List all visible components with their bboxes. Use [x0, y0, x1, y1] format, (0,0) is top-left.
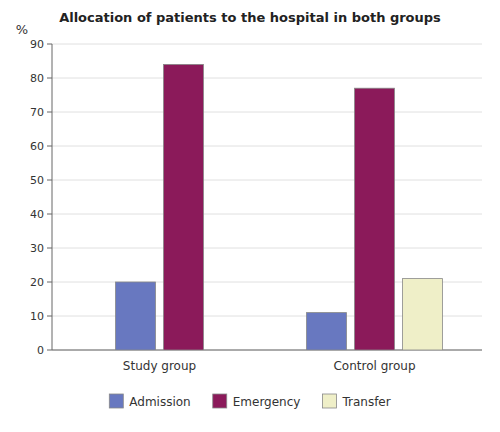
bar [164, 64, 204, 350]
bar [403, 279, 443, 350]
legend-label: Emergency [233, 395, 301, 409]
y-tick-label: 50 [30, 174, 44, 187]
y-tick-label: 40 [30, 208, 44, 221]
legend-item: Admission [109, 394, 190, 409]
title: Allocation of patients to the hospital i… [59, 10, 441, 25]
grid-line [52, 214, 482, 215]
y-tick-label: 10 [30, 310, 44, 323]
y-tick-label: 90 [30, 38, 44, 51]
grid-line [52, 78, 482, 79]
y-tick-label: 0 [37, 344, 44, 357]
y-tick [47, 350, 52, 351]
y-tick [47, 44, 52, 45]
grid-line [52, 146, 482, 147]
y-tick [47, 112, 52, 113]
legend-label: Admission [129, 395, 190, 409]
legend-swatch [109, 394, 123, 408]
grid-line [52, 180, 482, 181]
legend-item: Transfer [322, 394, 390, 409]
y-tick [47, 180, 52, 181]
legend-swatch [322, 394, 336, 408]
grid-line [52, 112, 482, 113]
y-axis-label: % [16, 22, 28, 37]
y-tick-label: 80 [30, 72, 44, 85]
y-tick [47, 248, 52, 249]
x-tick-label: Study group [123, 359, 196, 373]
x-tick-label: Control group [333, 359, 415, 373]
bar [116, 282, 156, 350]
legend-swatch [213, 394, 227, 408]
legend-item: Emergency [213, 394, 301, 409]
y-tick-label: 60 [30, 140, 44, 153]
y-tick [47, 316, 52, 317]
y-tick [47, 146, 52, 147]
legend: Admission Emergency Transfer [109, 394, 390, 409]
bar [355, 88, 395, 350]
y-axis [52, 44, 53, 350]
bars [116, 64, 443, 350]
legend-label: Transfer [341, 395, 390, 409]
y-tick-label: 30 [30, 242, 44, 255]
bar [307, 313, 347, 350]
y-tick-label: 20 [30, 276, 44, 289]
grid-line [52, 248, 482, 249]
grid-line [52, 44, 482, 45]
y-tick-label: 70 [30, 106, 44, 119]
y-tick [47, 282, 52, 283]
y-tick [47, 214, 52, 215]
chart: Allocation of patients to the hospital i… [0, 0, 500, 432]
y-tick [47, 78, 52, 79]
